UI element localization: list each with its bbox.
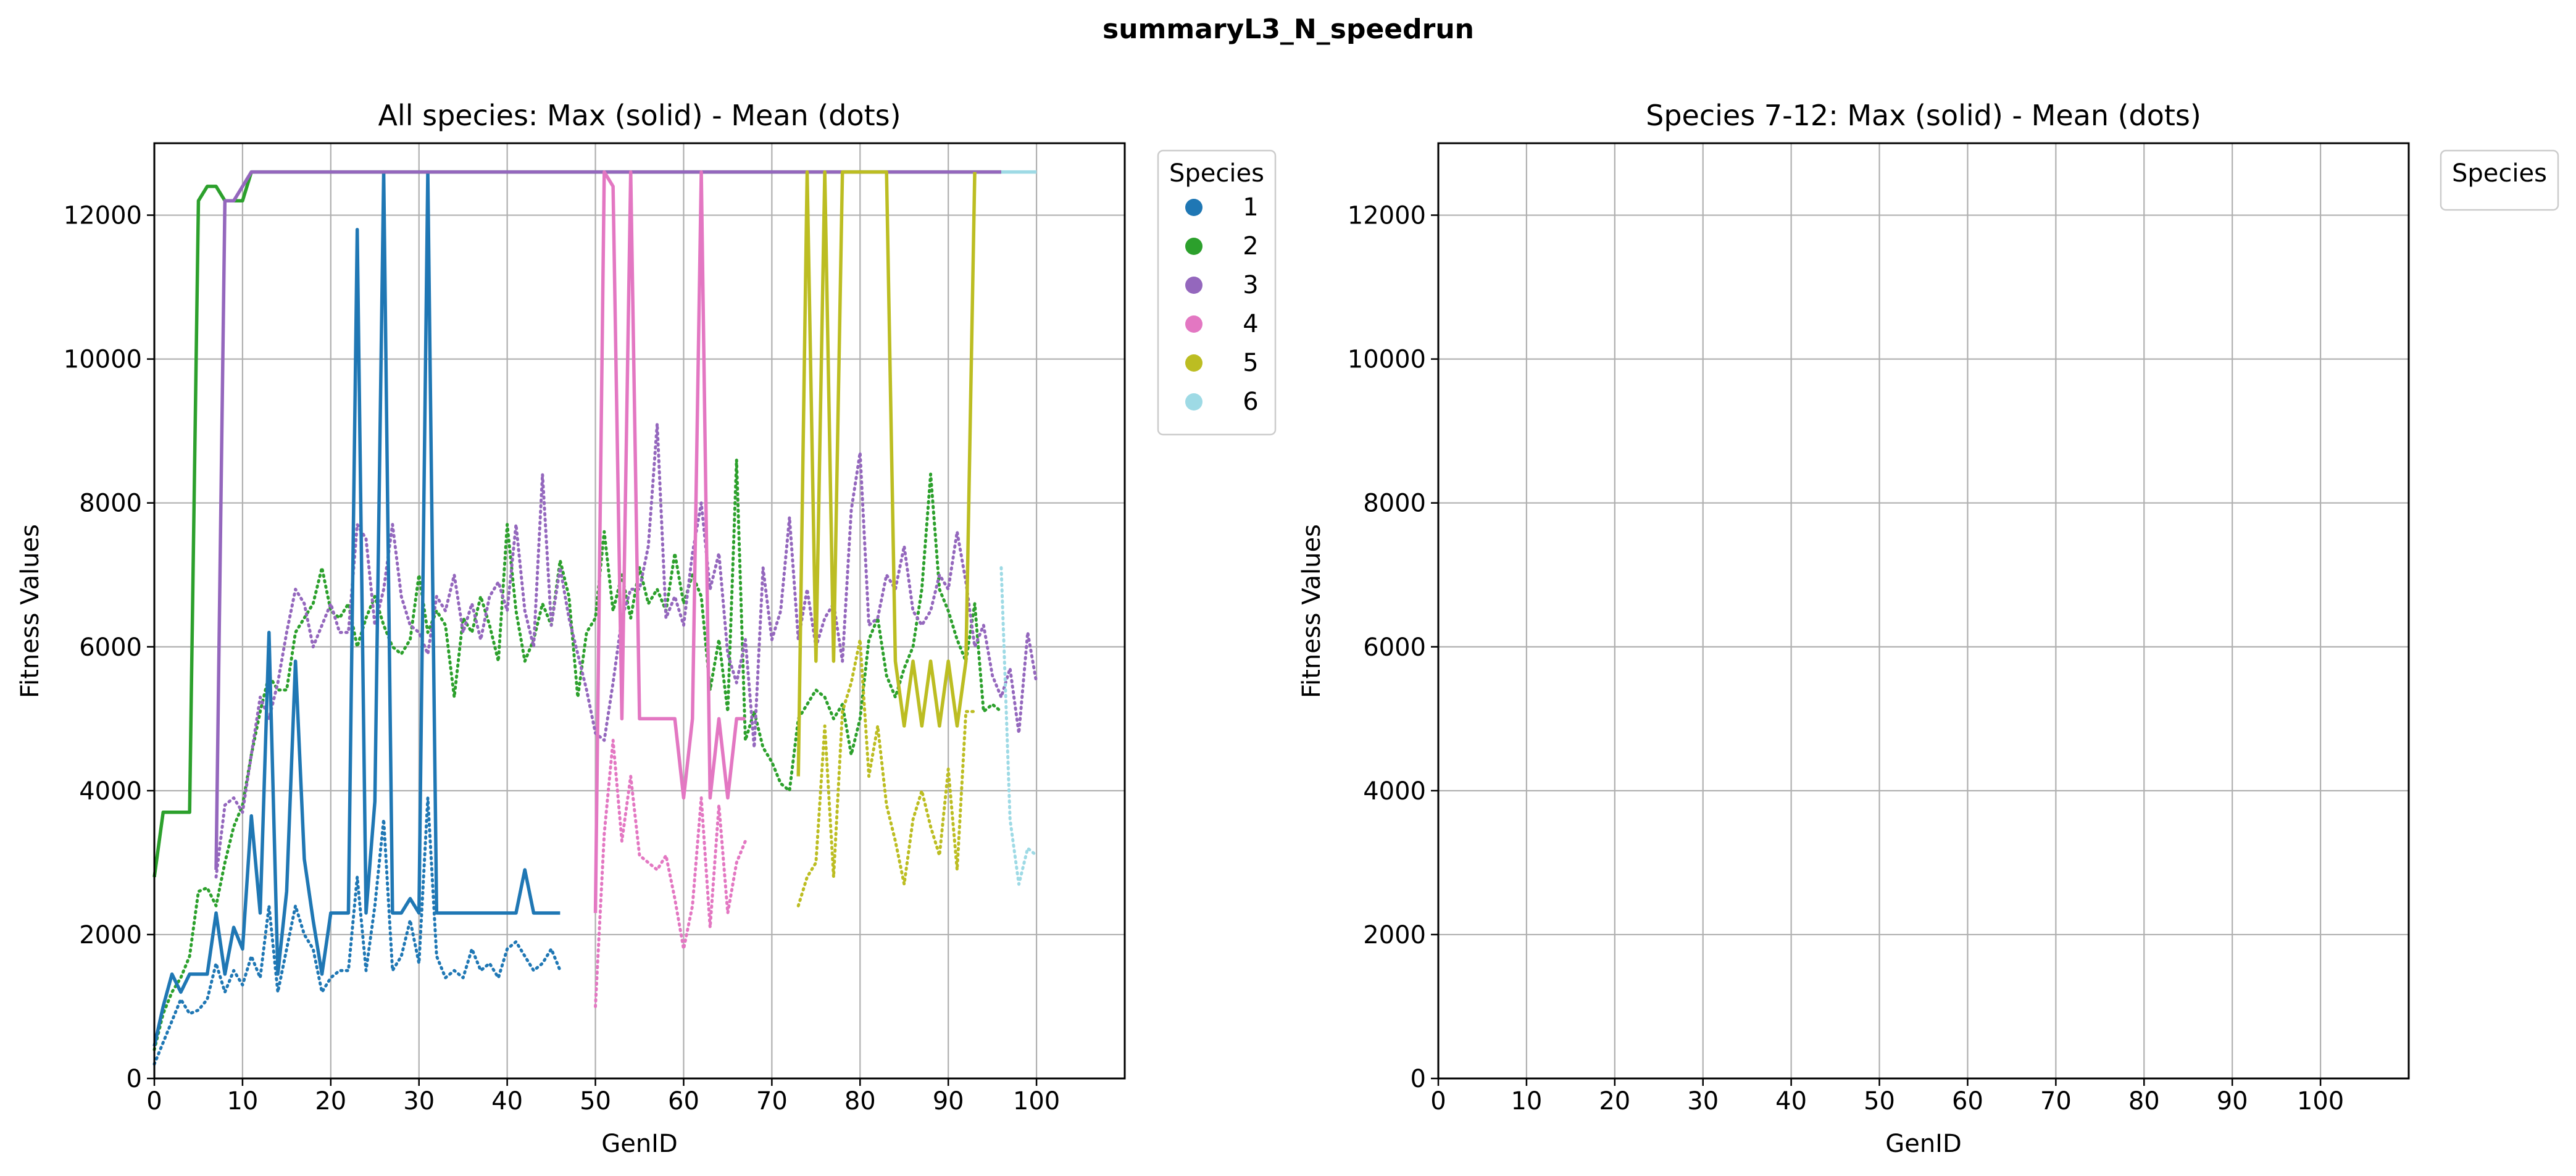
legend-label: 6 xyxy=(1243,388,1258,416)
x-tick-label: 100 xyxy=(1013,1087,1060,1116)
legend-label: 4 xyxy=(1243,310,1258,338)
x-tick-label: 70 xyxy=(2040,1087,2072,1116)
legend-marker xyxy=(1185,315,1203,333)
legend-title: Species xyxy=(1169,159,1264,188)
x-tick-label: 50 xyxy=(1864,1087,1895,1116)
y-tick-label: 0 xyxy=(127,1065,142,1093)
x-tick-label: 50 xyxy=(580,1087,611,1116)
left-grid xyxy=(153,143,1125,1080)
right-ticks: 0 10 20 30 40 50 60 70 80 90 100 0 2000 4000 6000 8000 1… xyxy=(1348,202,2345,1116)
y-tick-label: 10000 xyxy=(64,346,142,374)
series-2-mean-line xyxy=(152,458,1003,1051)
y-tick-label: 2000 xyxy=(79,921,142,949)
y-tick-label: 8000 xyxy=(79,490,142,518)
series-3-max-line xyxy=(214,170,1001,870)
x-tick-label: 0 xyxy=(146,1087,162,1116)
series-4-mean-line xyxy=(594,738,747,1008)
left-y-axis-label: Fitness Values xyxy=(16,524,44,698)
series-1-max-line xyxy=(152,170,561,1047)
legend-frame xyxy=(2440,149,2559,211)
series-2-max-line xyxy=(152,170,1001,878)
x-tick-label: 100 xyxy=(2297,1087,2344,1116)
x-tick-label: 60 xyxy=(668,1087,699,1116)
x-tick-label: 20 xyxy=(315,1087,346,1116)
x-tick-label: 10 xyxy=(1511,1087,1542,1116)
legend-marker xyxy=(1185,354,1203,372)
series-1-mean-line xyxy=(152,796,562,1066)
legend-title: Species xyxy=(2452,159,2547,188)
x-tick-label: 80 xyxy=(844,1087,876,1116)
y-tick-label: 8000 xyxy=(1363,490,1426,518)
left-ticks: 0 10 20 30 40 50 60 70 80 90 100 0 2000 4000 6000 8000 1… xyxy=(64,202,1061,1116)
right-y-axis-label: Fitness Values xyxy=(1298,524,1326,698)
legend-label: 3 xyxy=(1243,271,1258,299)
left-x-axis-label: GenID xyxy=(601,1130,678,1158)
y-tick-label: 0 xyxy=(1411,1065,1426,1093)
x-tick-label: 60 xyxy=(1952,1087,1983,1116)
left-legend: Species 1 2 3 4 5 6 xyxy=(1157,149,1277,436)
x-tick-label: 0 xyxy=(1430,1087,1446,1116)
chart-right: 0 10 20 30 40 50 60 70 80 90 100 0 2000 4000 6000 8000 1… xyxy=(1298,99,2559,1158)
right-plot-area xyxy=(1437,142,2410,1080)
series-4-max-line xyxy=(593,170,746,913)
series-6-mean-line xyxy=(999,566,1038,886)
x-tick-label: 30 xyxy=(403,1087,435,1116)
legend-marker xyxy=(1185,277,1203,294)
x-tick-label: 30 xyxy=(1687,1087,1719,1116)
x-tick-label: 70 xyxy=(756,1087,788,1116)
x-tick-label: 20 xyxy=(1599,1087,1630,1116)
series-5-max-line xyxy=(796,170,977,777)
legend-label: 2 xyxy=(1243,232,1258,261)
x-tick-label: 10 xyxy=(227,1087,258,1116)
right-grid xyxy=(1437,143,2409,1080)
legend-marker xyxy=(1185,238,1203,255)
right-chart-title: Species 7-12: Max (solid) - Mean (dots) xyxy=(1646,99,2201,132)
legend-label: 1 xyxy=(1243,193,1258,222)
y-tick-label: 12000 xyxy=(64,202,142,230)
y-tick-label: 12000 xyxy=(1348,202,1426,230)
legend-marker xyxy=(1185,393,1203,411)
x-tick-label: 90 xyxy=(933,1087,964,1116)
x-tick-label: 90 xyxy=(2217,1087,2248,1116)
legend-marker xyxy=(1185,199,1203,216)
right-x-axis-label: GenID xyxy=(1885,1130,1962,1158)
x-tick-label: 40 xyxy=(491,1087,523,1116)
legend-label: 5 xyxy=(1243,349,1258,377)
y-tick-label: 4000 xyxy=(79,777,142,806)
x-tick-label: 40 xyxy=(1775,1087,1807,1116)
left-lines xyxy=(152,170,1038,1066)
y-tick-label: 2000 xyxy=(1363,921,1426,949)
y-tick-label: 4000 xyxy=(1363,777,1426,806)
y-tick-label: 10000 xyxy=(1348,346,1426,374)
chart-left: 0 10 20 30 40 50 60 70 80 90 100 0 2000 4000 6000 8000 1… xyxy=(16,99,1277,1158)
right-legend: Species xyxy=(2440,149,2559,211)
series-5-mean-line xyxy=(796,638,977,907)
x-tick-label: 80 xyxy=(2128,1087,2160,1116)
y-tick-label: 6000 xyxy=(79,633,142,662)
figure-title: summaryL3_N_speedrun xyxy=(1103,14,1474,45)
left-plot-area xyxy=(153,142,1126,1080)
left-chart-title: All species: Max (solid) - Mean (dots) xyxy=(378,99,901,132)
y-tick-label: 6000 xyxy=(1363,633,1426,662)
